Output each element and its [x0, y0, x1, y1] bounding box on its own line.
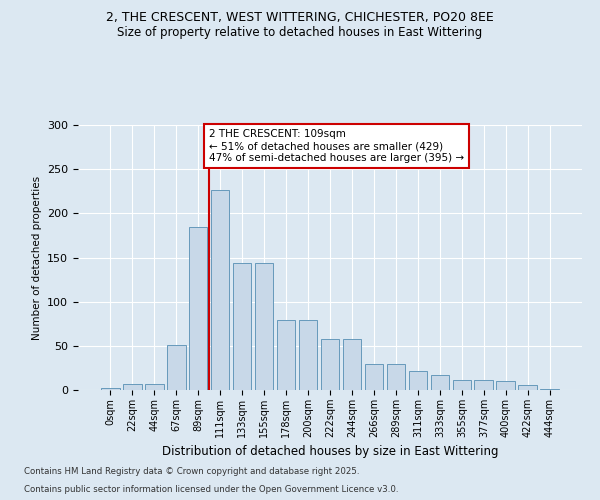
Bar — [365, 364, 383, 390]
Bar — [255, 263, 274, 390]
Bar — [475, 380, 493, 390]
Bar — [386, 364, 405, 390]
Text: Contains public sector information licensed under the Open Government Licence v3: Contains public sector information licen… — [24, 485, 398, 494]
Bar — [541, 389, 559, 390]
Bar — [320, 339, 340, 390]
Bar — [211, 190, 229, 390]
Y-axis label: Number of detached properties: Number of detached properties — [32, 176, 41, 340]
Bar — [431, 375, 449, 390]
X-axis label: Distribution of detached houses by size in East Wittering: Distribution of detached houses by size … — [162, 446, 498, 458]
Text: 2 THE CRESCENT: 109sqm
← 51% of detached houses are smaller (429)
47% of semi-de: 2 THE CRESCENT: 109sqm ← 51% of detached… — [209, 130, 464, 162]
Text: Size of property relative to detached houses in East Wittering: Size of property relative to detached ho… — [118, 26, 482, 39]
Bar — [452, 380, 471, 390]
Bar — [145, 384, 164, 390]
Text: 2, THE CRESCENT, WEST WITTERING, CHICHESTER, PO20 8EE: 2, THE CRESCENT, WEST WITTERING, CHICHES… — [106, 11, 494, 24]
Bar — [496, 381, 515, 390]
Bar — [343, 339, 361, 390]
Bar — [299, 320, 317, 390]
Bar — [409, 370, 427, 390]
Text: Contains HM Land Registry data © Crown copyright and database right 2025.: Contains HM Land Registry data © Crown c… — [24, 467, 359, 476]
Bar — [518, 384, 537, 390]
Bar — [233, 263, 251, 390]
Bar — [189, 228, 208, 390]
Bar — [101, 388, 119, 390]
Bar — [277, 320, 295, 390]
Bar — [123, 384, 142, 390]
Bar — [167, 345, 185, 390]
